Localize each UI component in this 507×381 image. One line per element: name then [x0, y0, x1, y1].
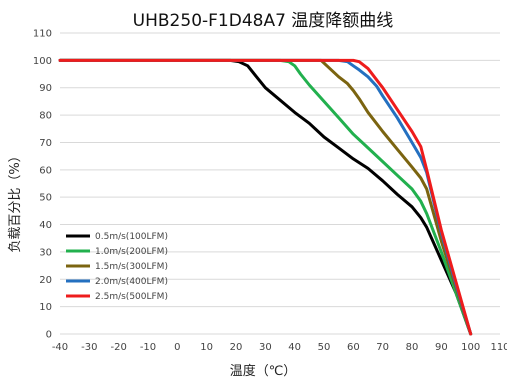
legend-label: 1.0m/s(200LFM)	[95, 247, 168, 257]
x-tick-label: 100	[461, 342, 480, 353]
y-tick-label: 70	[39, 138, 52, 149]
series-line-3	[58, 58, 473, 336]
legend-label: 0.5m/s(100LFM)	[95, 232, 168, 242]
legend-label: 1.5m/s(300LFM)	[95, 262, 168, 272]
y-tick-label: 40	[39, 220, 52, 231]
y-tick-label: 10	[39, 302, 52, 313]
x-tick-label: 0	[174, 342, 180, 353]
legend-label: 2.0m/s(400LFM)	[95, 277, 168, 287]
series-lines	[58, 58, 473, 336]
gridlines	[60, 32, 500, 335]
y-tick-label: 110	[33, 29, 52, 40]
y-axis-label: 负载百分比（%）	[8, 149, 23, 252]
x-tick-label: 10	[200, 342, 213, 353]
y-tick-label: 0	[46, 330, 52, 341]
x-tick-label: 20	[230, 342, 243, 353]
x-tick-label: -30	[81, 342, 97, 353]
legend: 0.5m/s(100LFM) 1.0m/s(200LFM) 1.5m/s(300LF…	[66, 232, 168, 302]
y-tick-labels: 0 10 20 30 40 50 60 70 80 90 100 110	[33, 29, 52, 341]
x-tick-label: 40	[288, 342, 301, 353]
y-tick-label: 20	[39, 275, 52, 286]
x-tick-label: -10	[140, 342, 156, 353]
legend-label: 2.5m/s(500LFM)	[95, 292, 168, 302]
x-tick-label: 60	[347, 342, 360, 353]
y-tick-label: 30	[39, 247, 52, 258]
x-tick-label: 90	[435, 342, 448, 353]
x-axis-label: 温度（℃）	[230, 363, 297, 379]
x-tick-label: -20	[110, 342, 126, 353]
x-tick-label: 50	[318, 342, 331, 353]
y-tick-label: 100	[33, 56, 52, 67]
chart-title: UHB250-F1D48A7 温度降额曲线	[133, 11, 394, 31]
y-tick-label: 80	[39, 111, 52, 122]
x-tick-label: 30	[259, 342, 272, 353]
series-line-1	[58, 58, 473, 336]
x-tick-label: -40	[52, 342, 68, 353]
y-tick-label: 50	[39, 193, 52, 204]
y-tick-label: 90	[39, 83, 52, 94]
x-tick-label: 80	[406, 342, 419, 353]
x-tick-label: 110	[490, 342, 507, 353]
x-tick-labels: -40 -30 -20 -10 0 10 20 30 40 50 60 70 80 90 100 110	[52, 342, 507, 353]
x-tick-label: 70	[376, 342, 389, 353]
y-tick-label: 60	[39, 165, 52, 176]
series-line-5	[58, 58, 473, 336]
